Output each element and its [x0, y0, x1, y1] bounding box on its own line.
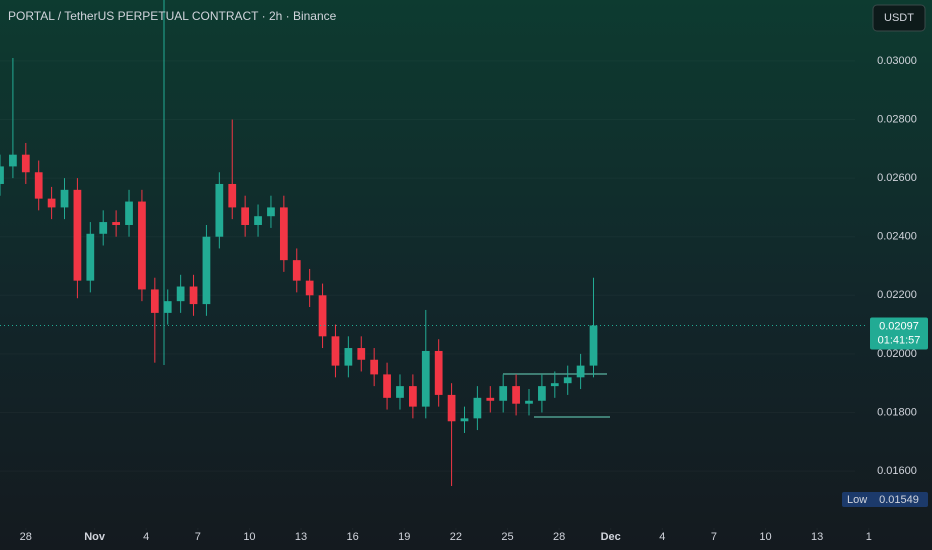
x-tick-label: 1 — [866, 531, 872, 543]
currency-label[interactable]: USDT — [884, 12, 914, 24]
x-tick-label: 28 — [20, 531, 32, 543]
currency-button[interactable] — [872, 4, 926, 32]
candle-body — [357, 348, 366, 360]
chart-title: PORTAL / TetherUS PERPETUAL CONTRACT · 2… — [8, 9, 337, 23]
candle-body — [421, 350, 430, 407]
candle-body — [202, 236, 211, 305]
candle-body — [138, 201, 146, 290]
x-tick-label: 25 — [501, 531, 513, 543]
candle-body — [396, 386, 404, 398]
candle-body — [512, 386, 520, 404]
candle-body — [460, 418, 469, 422]
candle-body — [125, 201, 133, 225]
x-tick-label: 28 — [553, 531, 565, 543]
x-tick-label: 7 — [195, 531, 201, 543]
candle-body — [525, 400, 533, 404]
x-tick-label: 4 — [659, 531, 665, 543]
candle-body — [241, 207, 250, 225]
candle-body — [473, 397, 482, 419]
candle-body — [163, 301, 172, 313]
candle-body — [550, 383, 559, 387]
candle-body — [538, 386, 546, 401]
low-box — [842, 492, 928, 508]
candle-body — [409, 386, 417, 407]
candle-body — [589, 325, 598, 366]
candle-body — [21, 154, 30, 173]
candle-body — [576, 365, 585, 378]
x-tick-label: 22 — [450, 531, 462, 543]
x-tick-label: 19 — [398, 531, 410, 543]
candle-body — [486, 397, 495, 401]
candle-body — [447, 394, 456, 422]
last-price-box — [870, 317, 928, 350]
countdown-label: 01:41:57 — [878, 334, 921, 346]
candle-body — [344, 348, 353, 366]
candle-body — [99, 222, 108, 234]
candle-body — [331, 336, 340, 366]
x-tick-label: 10 — [759, 531, 771, 543]
y-tick-label: 0.02000 — [877, 348, 917, 360]
candle-body — [215, 183, 224, 237]
candle-body — [189, 286, 198, 305]
y-tick-label: 0.03000 — [877, 55, 917, 67]
y-tick-label: 0.02800 — [877, 113, 917, 125]
candle-body — [150, 289, 159, 313]
candle-body — [47, 198, 56, 208]
candle-body — [86, 233, 95, 281]
candle-body — [563, 377, 572, 384]
candle-body — [0, 166, 4, 184]
x-tick-label: 4 — [143, 531, 149, 543]
candle-body — [9, 154, 17, 167]
y-tick-label: 0.02600 — [877, 172, 917, 184]
low-value: 0.01549 — [879, 494, 919, 506]
y-tick-label: 0.02200 — [877, 289, 917, 301]
candle-body — [112, 222, 120, 225]
x-tick-label: 13 — [295, 531, 307, 543]
candle-body — [176, 286, 185, 302]
x-tick-label: 7 — [711, 531, 717, 543]
candle-body — [267, 207, 275, 217]
y-tick-label: 0.01800 — [877, 406, 917, 418]
plot — [0, 58, 598, 487]
y-tick-label: 0.02400 — [877, 231, 917, 243]
candle-body — [60, 189, 69, 208]
candle-body — [34, 172, 43, 199]
last-price-label: 0.02097 — [879, 320, 919, 332]
candle-body — [292, 260, 301, 281]
candle-body — [383, 374, 391, 398]
candle-body — [228, 183, 237, 208]
low-label: Low — [847, 494, 867, 506]
x-tick-label: 10 — [243, 531, 255, 543]
candle-body — [434, 350, 443, 395]
y-tick-label: 0.01600 — [877, 465, 917, 477]
candle-body — [305, 280, 314, 296]
candle-body — [370, 359, 379, 375]
candle-body — [279, 207, 288, 261]
x-tick-label: 13 — [811, 531, 823, 543]
candle-body — [254, 216, 262, 225]
x-tick-label: 16 — [347, 531, 359, 543]
candle-body — [318, 295, 327, 337]
candle-body — [499, 386, 508, 401]
x-tick-label: Dec — [601, 531, 621, 543]
x-tick-label: Nov — [84, 531, 106, 543]
candle-body — [73, 189, 82, 281]
